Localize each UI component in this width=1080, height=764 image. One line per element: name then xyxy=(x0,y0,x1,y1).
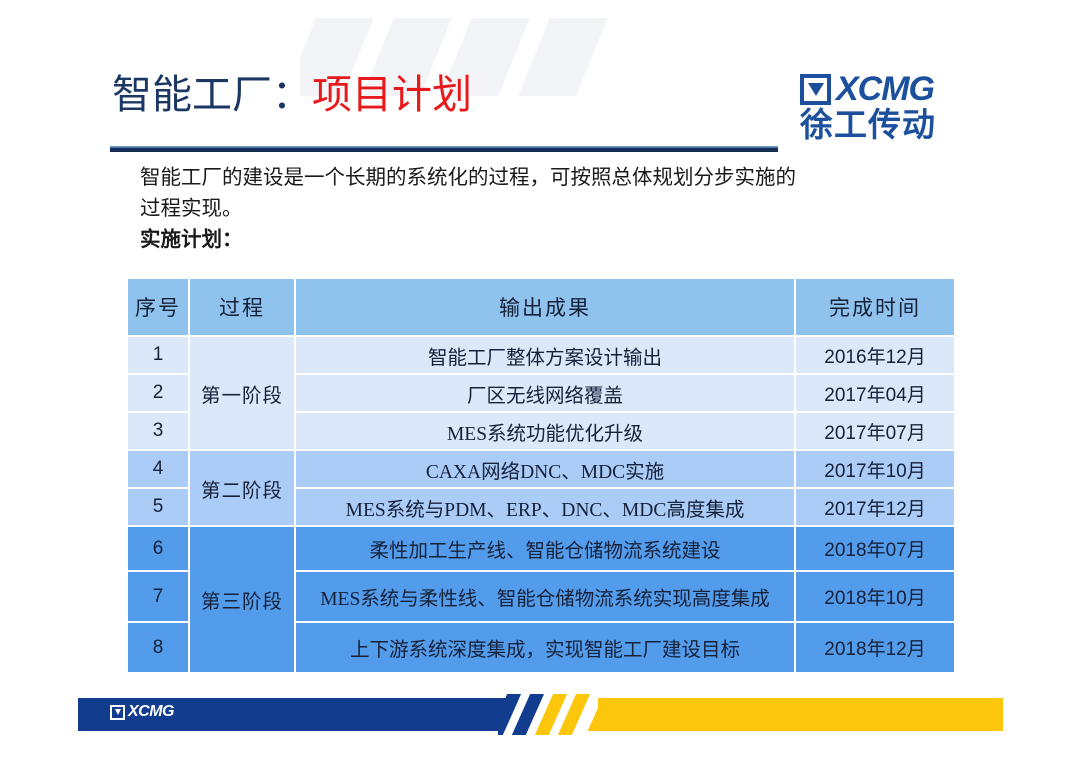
table-row: 5 MES系统与PDM、ERP、DNC、MDC高度集成 2017年12月 xyxy=(126,487,956,527)
xcmg-hexagon-triangle-icon xyxy=(800,73,831,105)
cell-output: MES系统与柔性线、智能仓储物流系统实现高度集成 xyxy=(294,570,796,623)
cell-output: 厂区无线网络覆盖 xyxy=(294,373,796,413)
cell-output: MES系统功能优化升级 xyxy=(294,411,796,451)
cell-no: 5 xyxy=(126,487,190,527)
table-header-row: 序号 过程 输出成果 完成时间 xyxy=(126,277,956,337)
cell-date: 2017年10月 xyxy=(794,449,956,489)
column-header-no: 序号 xyxy=(126,277,190,337)
xcmg-logo: XCMG 徐工传动 xyxy=(800,72,980,152)
cell-phase: 第一阶段 xyxy=(188,335,296,451)
page-title-accent: 项目计划 xyxy=(312,72,472,117)
cell-output: 上下游系统深度集成，实现智能工厂建设目标 xyxy=(294,621,796,674)
cell-no: 7 xyxy=(126,570,190,623)
table-row: 1 第一阶段 智能工厂整体方案设计输出 2016年12月 xyxy=(126,335,956,451)
cell-output: MES系统与PDM、ERP、DNC、MDC高度集成 xyxy=(294,487,796,527)
column-header-phase: 过程 xyxy=(188,277,296,337)
footer-diagonal-slashes xyxy=(498,694,598,735)
implementation-plan-table: 序号 过程 输出成果 完成时间 1 第一阶段 智能工厂整体方案设计输出 2016… xyxy=(126,277,956,674)
cell-output: CAXA网络DNC、MDC实施 xyxy=(294,449,796,489)
cell-phase: 第三阶段 xyxy=(188,525,296,674)
footer-blue-band xyxy=(78,698,528,731)
footer-xcmg-logo: XCMG xyxy=(110,703,175,720)
body-paragraph: 智能工厂的建设是一个长期的系统化的过程，可按照总体规划分步实施的 过程实现。 实… xyxy=(140,163,900,256)
cell-date: 2017年04月 xyxy=(794,373,956,413)
cell-no: 1 xyxy=(126,335,190,375)
table-row: 8 上下游系统深度集成，实现智能工厂建设目标 2018年12月 xyxy=(126,621,956,674)
footer-bar: XCMG xyxy=(78,694,1003,735)
page-title: 智能工厂：项目计划 xyxy=(112,72,472,118)
cell-date: 2018年12月 xyxy=(794,621,956,674)
cell-no: 3 xyxy=(126,411,190,451)
title-underline-rule xyxy=(110,146,778,152)
page-title-main: 智能工厂： xyxy=(112,72,312,117)
cell-no: 4 xyxy=(126,449,190,489)
cell-no: 8 xyxy=(126,621,190,674)
table-row: 3 MES系统功能优化升级 2017年07月 xyxy=(126,411,956,451)
cell-no: 2 xyxy=(126,373,190,413)
cell-output: 智能工厂整体方案设计输出 xyxy=(294,335,796,375)
footer-yellow-band xyxy=(546,698,1003,731)
footer-hexagon-triangle-icon xyxy=(110,704,125,720)
cell-date: 2018年10月 xyxy=(794,570,956,623)
table-row: 6 第三阶段 柔性加工生产线、智能仓储物流系统建设 2018年07月 xyxy=(126,525,956,674)
cell-date: 2018年07月 xyxy=(794,525,956,572)
cell-no: 6 xyxy=(126,525,190,572)
xcmg-wordmark: XCMG xyxy=(836,70,935,108)
table-row: 7 MES系统与柔性线、智能仓储物流系统实现高度集成 2018年10月 xyxy=(126,570,956,623)
body-line-1: 智能工厂的建设是一个长期的系统化的过程，可按照总体规划分步实施的 xyxy=(140,167,796,189)
cell-date: 2017年07月 xyxy=(794,411,956,451)
cell-output: 柔性加工生产线、智能仓储物流系统建设 xyxy=(294,525,796,572)
column-header-output: 输出成果 xyxy=(294,277,796,337)
body-line-2: 过程实现。 xyxy=(140,198,243,220)
table-row: 2 厂区无线网络覆盖 2017年04月 xyxy=(126,373,956,413)
column-header-date: 完成时间 xyxy=(794,277,956,337)
table-row: 4 第二阶段 CAXA网络DNC、MDC实施 2017年10月 xyxy=(126,449,956,527)
footer-xcmg-wordmark: XCMG xyxy=(128,703,175,720)
cell-date: 2017年12月 xyxy=(794,487,956,527)
xcmg-chinese-wordmark: 徐工传动 xyxy=(800,108,936,144)
body-lead-in: 实施计划： xyxy=(140,229,243,251)
cell-date: 2016年12月 xyxy=(794,335,956,375)
cell-phase: 第二阶段 xyxy=(188,449,296,527)
